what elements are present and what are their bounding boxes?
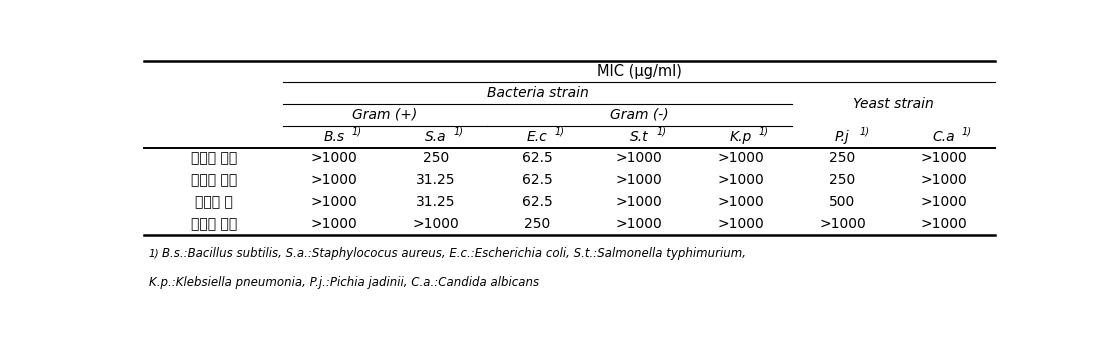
Text: 31.25: 31.25 [416, 173, 456, 187]
Text: 500: 500 [829, 195, 856, 209]
Text: 1): 1) [454, 127, 463, 137]
Text: >1000: >1000 [310, 151, 357, 166]
Text: 1): 1) [352, 127, 362, 137]
Text: 250: 250 [829, 151, 856, 166]
Text: >1000: >1000 [310, 173, 357, 187]
Text: 250: 250 [524, 217, 551, 231]
Text: 백수오 종근: 백수오 종근 [190, 217, 237, 231]
Text: 1): 1) [961, 127, 971, 137]
Text: 1): 1) [656, 127, 666, 137]
Text: >1000: >1000 [921, 151, 968, 166]
Text: >1000: >1000 [921, 217, 968, 231]
Text: 62.5: 62.5 [522, 151, 553, 166]
Text: Bacteria strain: Bacteria strain [486, 86, 588, 100]
Text: S.a: S.a [424, 130, 447, 144]
Text: 31.25: 31.25 [416, 195, 456, 209]
Text: Gram (-): Gram (-) [609, 108, 669, 122]
Text: >1000: >1000 [921, 195, 968, 209]
Text: 62.5: 62.5 [522, 195, 553, 209]
Text: 하수오 잎: 하수오 잎 [195, 195, 233, 209]
Text: >1000: >1000 [310, 217, 357, 231]
Text: >1000: >1000 [412, 217, 459, 231]
Text: C.a: C.a [933, 130, 955, 144]
Text: >1000: >1000 [718, 195, 764, 209]
Text: >1000: >1000 [718, 173, 764, 187]
Text: 1): 1) [758, 127, 768, 137]
Text: K.p.:Klebsiella pneumonia, P.j.:Pichia jadinii, C.a.:Candida albicans: K.p.:Klebsiella pneumonia, P.j.:Pichia j… [149, 276, 539, 290]
Text: >1000: >1000 [921, 173, 968, 187]
Text: >1000: >1000 [616, 217, 662, 231]
Text: >1000: >1000 [310, 195, 357, 209]
Text: Gram (+): Gram (+) [353, 108, 418, 122]
Text: Yeast strain: Yeast strain [853, 97, 934, 111]
Text: 250: 250 [422, 151, 449, 166]
Text: P.j: P.j [836, 130, 850, 144]
Text: >1000: >1000 [616, 173, 662, 187]
Text: 250: 250 [829, 173, 856, 187]
Text: >1000: >1000 [819, 217, 866, 231]
Text: >1000: >1000 [616, 195, 662, 209]
Text: 62.5: 62.5 [522, 173, 553, 187]
Text: B.s.:Bacillus subtilis, S.a.:Staphylococus aureus, E.c.:Escherichia coli, S.t.:S: B.s.:Bacillus subtilis, S.a.:Staphylococ… [161, 247, 746, 260]
Text: E.c: E.c [528, 130, 548, 144]
Text: B.s: B.s [324, 130, 345, 144]
Text: 1): 1) [860, 127, 870, 137]
Text: >1000: >1000 [718, 217, 764, 231]
Text: 하수오 줄기: 하수오 줄기 [190, 173, 237, 187]
Text: >1000: >1000 [616, 151, 662, 166]
Text: S.t: S.t [629, 130, 648, 144]
Text: K.p: K.p [729, 130, 752, 144]
Text: 하수오 종근: 하수오 종근 [190, 151, 237, 166]
Text: 1): 1) [554, 127, 564, 137]
Text: 1): 1) [149, 248, 159, 259]
Text: >1000: >1000 [718, 151, 764, 166]
Text: MIC (μg/ml): MIC (μg/ml) [597, 64, 682, 79]
